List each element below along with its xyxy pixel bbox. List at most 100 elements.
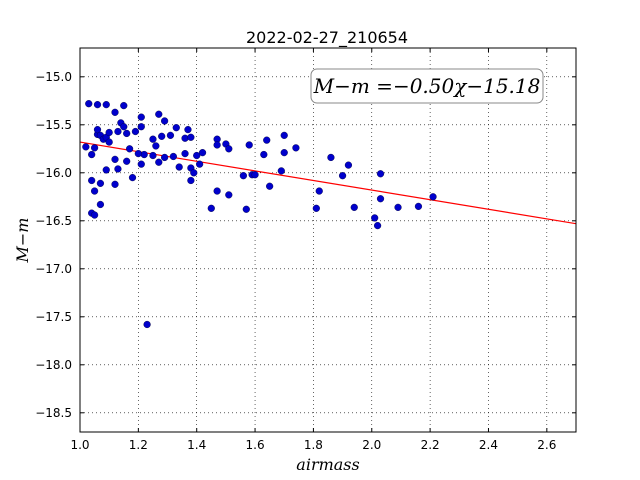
data-point	[120, 101, 128, 110]
y-tick-label: −17.0	[35, 262, 72, 276]
data-point	[137, 160, 145, 168]
data-point	[175, 163, 183, 171]
data-point	[280, 131, 288, 139]
data-point	[96, 200, 105, 209]
y-tick-label: −16.0	[35, 166, 72, 180]
data-point	[85, 100, 93, 108]
data-point	[187, 176, 195, 185]
data-point	[187, 133, 195, 141]
x-tick-label: 2.6	[537, 438, 556, 452]
data-point	[114, 127, 122, 136]
data-point	[414, 202, 423, 211]
data-point	[193, 151, 201, 160]
data-point	[376, 170, 385, 178]
data-point	[149, 135, 157, 143]
data-point	[161, 117, 169, 125]
data-point	[350, 203, 358, 211]
data-point	[126, 145, 134, 153]
y-tick-label: −16.5	[35, 214, 72, 228]
data-point	[158, 132, 166, 140]
data-point	[213, 187, 221, 195]
chart-title: 2022-02-27_210654	[246, 28, 408, 48]
y-tick-label: −15.5	[35, 118, 72, 132]
x-tick-label: 1.8	[304, 438, 323, 452]
data-point	[225, 145, 233, 153]
data-point	[292, 144, 300, 152]
data-point	[152, 142, 160, 150]
data-point	[137, 123, 145, 131]
data-point	[213, 141, 221, 149]
data-point	[131, 127, 140, 136]
data-point	[169, 152, 177, 161]
data-point	[105, 138, 113, 146]
data-point	[143, 320, 151, 329]
data-point	[166, 131, 175, 139]
data-point	[137, 113, 145, 121]
data-point	[134, 150, 142, 158]
data-point	[394, 203, 402, 211]
data-point	[181, 150, 189, 158]
data-point	[429, 193, 437, 201]
x-tick-label: 1.0	[70, 438, 89, 452]
y-axis-label: M−m	[13, 218, 32, 264]
data-point	[149, 151, 157, 160]
data-point	[239, 172, 247, 180]
data-point	[344, 161, 353, 169]
data-point	[93, 126, 102, 134]
y-tick-label: −18.5	[35, 406, 72, 420]
data-point	[280, 149, 288, 157]
data-point	[327, 153, 335, 162]
x-tick-label: 2.2	[421, 438, 440, 452]
data-point	[88, 176, 96, 185]
data-point	[111, 180, 119, 188]
data-point	[245, 141, 253, 149]
data-point	[242, 205, 250, 213]
data-point	[102, 101, 110, 109]
data-point	[374, 222, 382, 230]
data-point	[90, 144, 99, 152]
grid-layer	[79, 48, 576, 432]
data-point	[88, 150, 96, 159]
data-point	[111, 155, 119, 163]
data-point	[155, 110, 163, 118]
x-tick-label: 1.2	[129, 438, 148, 452]
data-point	[123, 129, 131, 138]
data-point	[312, 204, 320, 212]
fit-annotation: M−m =−0.50χ−15.18	[310, 68, 544, 104]
fit-equation: M−m =−0.50χ−15.18	[313, 74, 541, 98]
data-point	[123, 157, 131, 165]
data-point	[198, 149, 207, 157]
y-tick-label: −18.0	[35, 358, 72, 372]
x-tick-label: 1.6	[246, 438, 265, 452]
y-tick-labels: −15.0 −15.5 −16.0 −16.5 −17.0 −17.5 −18.0 −18.5	[35, 70, 72, 420]
data-point	[371, 214, 379, 222]
data-point	[96, 179, 105, 187]
y-tick-label: −17.5	[35, 310, 72, 324]
x-tick-label: 2.4	[479, 438, 498, 452]
data-point	[184, 126, 192, 134]
x-tick-labels: 1.0 1.2 1.4 1.6 1.8 2.0 2.2 2.4 2.6	[70, 438, 556, 452]
ticks-layer	[79, 48, 576, 432]
data-point	[277, 167, 285, 175]
plot-background	[80, 48, 576, 432]
plot-frame	[79, 47, 577, 433]
data-point	[190, 169, 198, 177]
data-point	[263, 136, 271, 144]
data-point	[102, 166, 110, 174]
x-tick-label: 1.4	[187, 438, 206, 452]
data-point	[338, 172, 347, 180]
data-point	[207, 204, 215, 212]
data-point	[82, 143, 90, 151]
data-point	[172, 124, 180, 132]
data-point	[120, 123, 128, 131]
data-point	[155, 158, 163, 166]
annotation-box	[310, 68, 544, 104]
data-point	[111, 108, 119, 116]
data-point	[128, 174, 137, 182]
data-point	[225, 191, 233, 199]
points-layer	[82, 100, 437, 329]
data-point	[90, 211, 99, 219]
y-tick-label: −15.0	[35, 70, 72, 84]
data-point	[266, 182, 274, 190]
